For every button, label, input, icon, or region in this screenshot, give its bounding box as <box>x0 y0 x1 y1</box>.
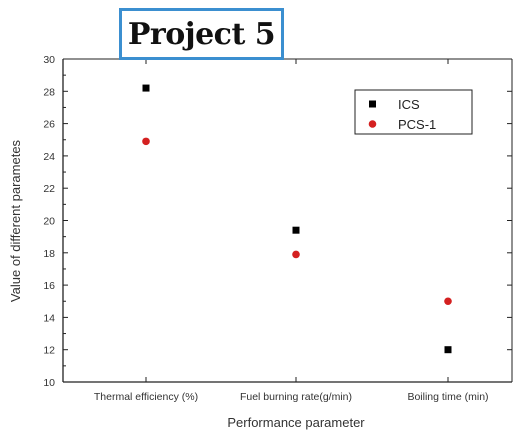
x-axis-ticks: Thermal efficiency (%) Fuel burning rate(… <box>94 59 489 403</box>
y-axis-ticks: 10 12 14 16 18 20 22 24 26 28 30 <box>43 54 512 389</box>
legend-marker-ics <box>369 100 376 108</box>
point-ics <box>142 84 150 92</box>
y-tick-label: 12 <box>43 345 55 357</box>
x-axis-title: Performance parameter <box>227 415 365 430</box>
legend-label-ics: ICS <box>398 97 420 112</box>
x-tick-label: Thermal efficiency (%) <box>94 391 198 403</box>
title-box: Project 5 <box>119 8 284 60</box>
y-tick-label: 26 <box>43 119 55 131</box>
y-tick-label: 28 <box>43 86 55 98</box>
y-tick-label: 22 <box>43 183 55 195</box>
point-pcs-1 <box>444 297 452 306</box>
y-tick-label: 18 <box>43 248 55 260</box>
point-pcs-1 <box>142 137 150 146</box>
y-tick-label: 16 <box>43 280 55 292</box>
legend-label-pcs-1: PCS-1 <box>398 117 436 132</box>
y-tick-label: 10 <box>43 377 55 389</box>
point-ics <box>444 346 452 354</box>
x-tick-label: Fuel burning rate(g/min) <box>240 391 352 403</box>
y-axis-title: Value of different parametes <box>8 139 23 302</box>
y-tick-label: 24 <box>43 151 55 163</box>
legend-marker-pcs-1 <box>368 120 377 128</box>
legend: ICS PCS-1 <box>354 89 473 135</box>
data-points <box>142 84 452 354</box>
y-tick-label: 20 <box>43 216 55 228</box>
point-ics <box>292 226 300 234</box>
chart-title: Project 5 <box>127 16 276 52</box>
x-tick-label: Boiling time (min) <box>407 391 488 403</box>
y-tick-label: 14 <box>43 312 55 324</box>
y-tick-label: 30 <box>43 54 55 66</box>
point-pcs-1 <box>292 250 300 259</box>
